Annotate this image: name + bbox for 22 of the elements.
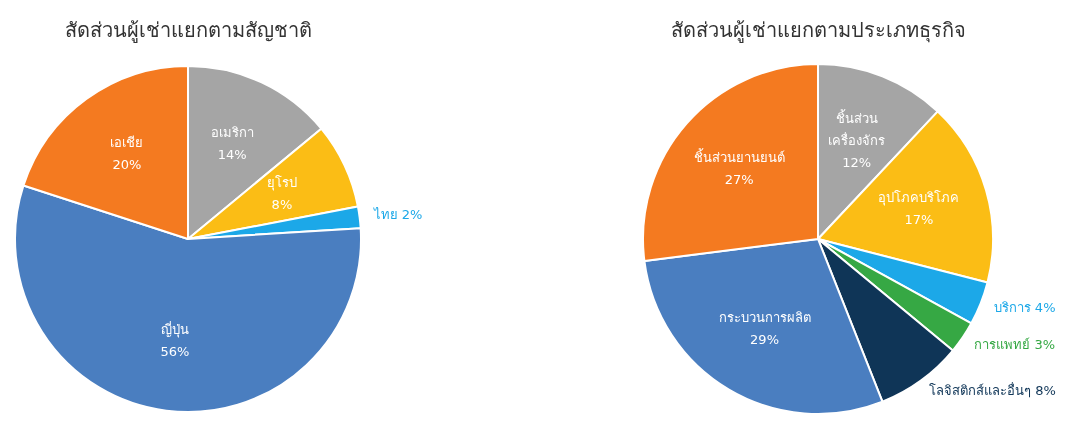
data-label: 17% [904, 212, 934, 228]
slice-label: บริการ 4% [993, 299, 1056, 315]
data-label: 14% [217, 147, 247, 163]
slice-label: ไทย 2% [372, 206, 423, 222]
slice-label: เอเชีย [110, 135, 144, 151]
data-label: 29% [750, 331, 779, 347]
slice-label: การแพทย์ 3% [974, 336, 1056, 352]
data-label: 27% [724, 171, 754, 187]
slice-label: ยุโรป [266, 175, 297, 192]
data-label: 56% [160, 344, 190, 360]
data-label: 8% [271, 197, 293, 213]
data-label: 12% [842, 154, 872, 170]
slice-label: ชิ้นส่วนยานยนต์ [693, 147, 785, 165]
chart-title: สัดส่วนผู้เช่าแยกตามประเภทธุรกิจ [670, 18, 966, 44]
slice-label: โลจิสติกส์และอื่นๆ 8% [929, 382, 1056, 399]
data-label: 20% [112, 157, 142, 173]
chart-title: สัดส่วนผู้เช่าแยกตามสัญชาติ [64, 18, 312, 44]
slice-label: กระบวนการผลิต [718, 309, 811, 325]
slice-label: ญี่ปุ่น [160, 321, 189, 339]
slice-label: ชิ้นส่วน เครื่องจักร [828, 108, 886, 148]
slice-label: อเมริกา [210, 125, 254, 141]
slice-label: อุปโภคบริโภค [878, 190, 960, 207]
